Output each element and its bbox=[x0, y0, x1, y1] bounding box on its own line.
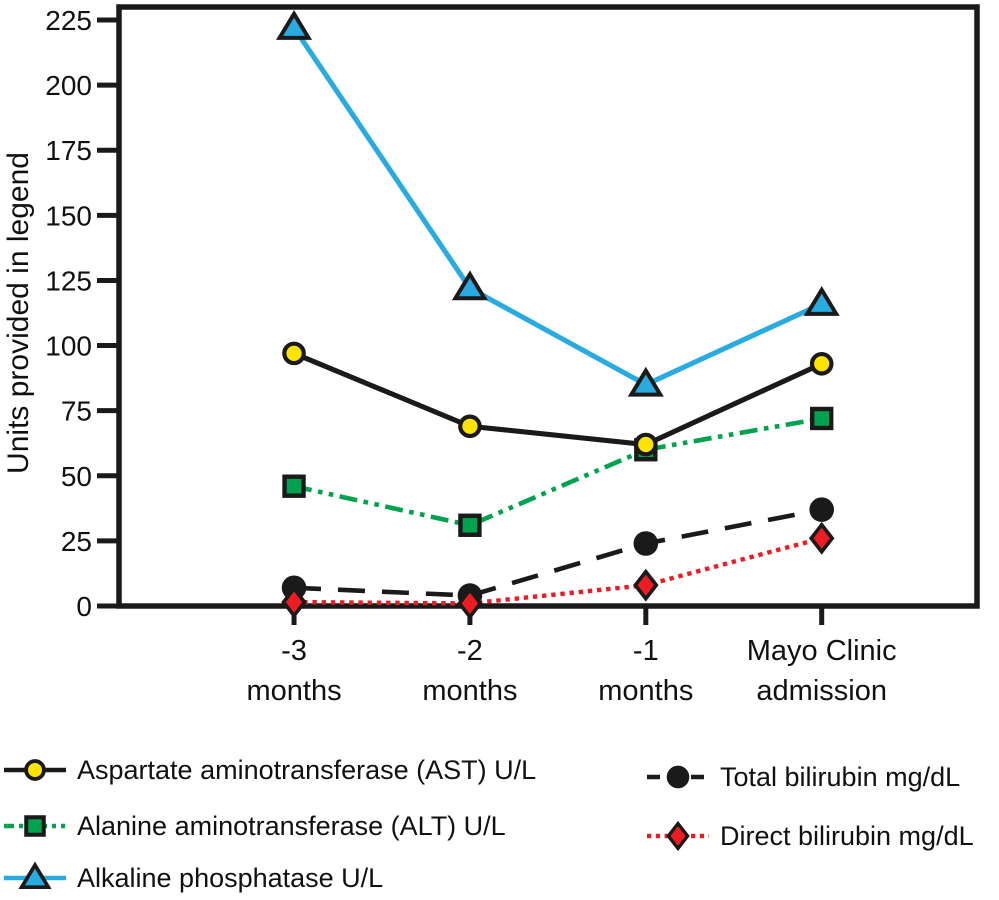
series-1 bbox=[282, 406, 834, 537]
marker-diamond bbox=[457, 586, 483, 620]
marker-dot bbox=[809, 497, 835, 522]
marker-dot bbox=[633, 531, 659, 556]
marker-diamond bbox=[808, 521, 835, 555]
x-category-label: -1 bbox=[633, 635, 659, 667]
marker-circle bbox=[282, 341, 306, 366]
series-0 bbox=[282, 341, 834, 457]
x-category-label: months bbox=[598, 675, 693, 707]
y-tick-label: 125 bbox=[45, 265, 92, 296]
y-tick-label: 150 bbox=[45, 200, 92, 231]
x-category-label: -3 bbox=[281, 635, 307, 667]
x-category-label: months bbox=[422, 675, 517, 707]
x-category-label: -2 bbox=[457, 635, 483, 667]
marker-triangle bbox=[803, 286, 840, 316]
y-tick-label: 25 bbox=[61, 526, 92, 557]
y-tick-label: 225 bbox=[45, 5, 92, 36]
y-tick-label: 100 bbox=[45, 331, 92, 362]
marker-square bbox=[810, 406, 834, 431]
marker-triangle bbox=[627, 366, 664, 397]
series-line bbox=[294, 536, 823, 606]
y-tick-label: 0 bbox=[76, 591, 92, 622]
y-tick-label: 200 bbox=[45, 70, 92, 101]
y-tick-label: 75 bbox=[61, 396, 92, 427]
x-category-label: months bbox=[246, 675, 341, 707]
marker-circle bbox=[809, 351, 834, 376]
marker-circle bbox=[458, 414, 482, 439]
series-line bbox=[293, 507, 823, 598]
marker-diamond bbox=[281, 585, 307, 619]
y-tick-label: 50 bbox=[61, 461, 92, 492]
x-category-label: admission bbox=[756, 675, 887, 707]
series-2 bbox=[275, 9, 840, 397]
marker-triangle bbox=[275, 9, 313, 40]
series-4 bbox=[281, 521, 835, 620]
marker-circle bbox=[634, 432, 658, 457]
x-category-label: Mayo Clinic bbox=[747, 635, 897, 667]
marker-triangle bbox=[451, 270, 488, 301]
marker-diamond bbox=[633, 568, 659, 602]
series-line bbox=[293, 351, 823, 448]
marker-square bbox=[282, 474, 306, 498]
marker-square bbox=[458, 513, 482, 537]
plot-border bbox=[116, 4, 980, 609]
series-line bbox=[291, 26, 823, 388]
series-3 bbox=[281, 497, 835, 608]
y-tick-label: 175 bbox=[45, 135, 92, 166]
